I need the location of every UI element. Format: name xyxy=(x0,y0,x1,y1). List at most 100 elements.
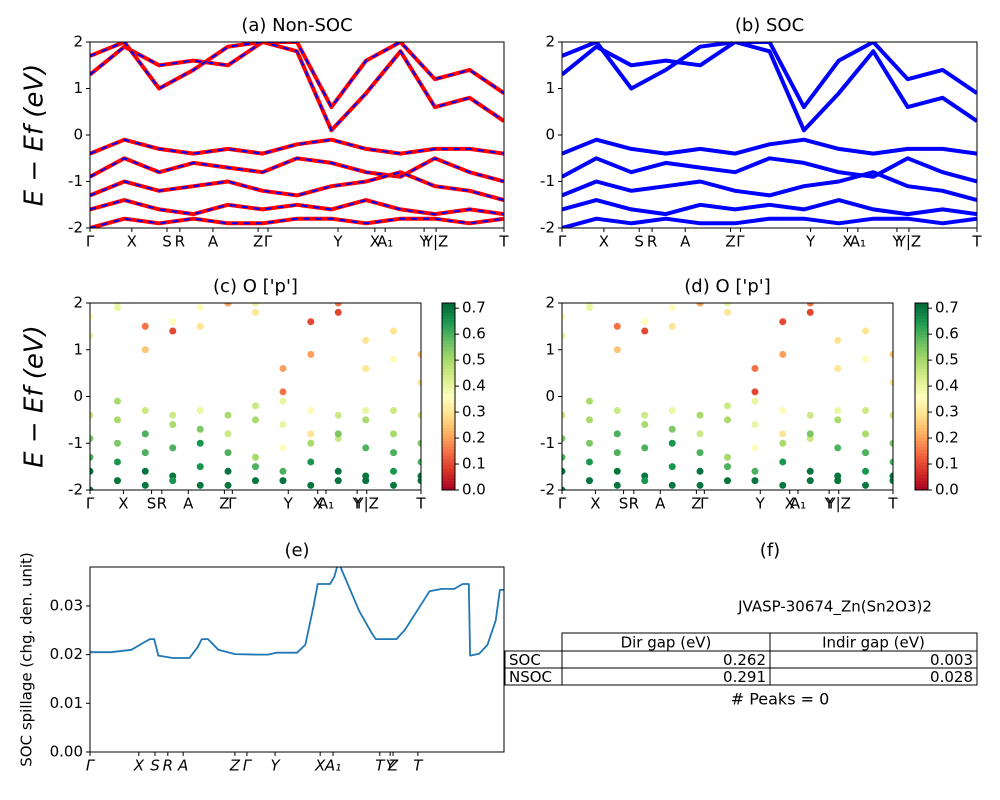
band-line xyxy=(90,42,504,110)
weighted-point xyxy=(224,411,232,419)
weighted-point xyxy=(585,439,593,447)
colorbar-tick-label: 0.2 xyxy=(935,429,959,447)
x-tick-label: X xyxy=(842,233,852,251)
colorbar-slice xyxy=(915,393,928,397)
colorbar-slice xyxy=(915,365,928,369)
weighted-point xyxy=(724,308,731,316)
y-tick-label: 1 xyxy=(73,79,83,97)
x-tick-label: Y|Z xyxy=(825,495,851,513)
weighted-point xyxy=(307,430,315,438)
colorbar-slice xyxy=(442,415,455,419)
y-tick-label: 0.00 xyxy=(50,743,83,761)
weighted-point xyxy=(696,467,704,475)
colorbar-slice xyxy=(442,465,455,469)
x-tick-label: S xyxy=(150,757,160,775)
colorbar-slice xyxy=(915,384,928,388)
y-tick-label: 1 xyxy=(545,79,555,97)
weighted-point xyxy=(307,407,315,415)
weighted-point xyxy=(141,449,149,457)
colorbar-slice xyxy=(442,315,455,320)
colorbar-slice xyxy=(442,402,455,407)
x-tick-label: A₁ xyxy=(850,233,866,251)
weighted-point xyxy=(252,303,259,307)
weighted-point xyxy=(90,486,94,490)
x-tick-label: T xyxy=(375,757,386,775)
axes-frame xyxy=(89,566,505,753)
band-line xyxy=(90,156,504,184)
colorbar-slice xyxy=(915,402,928,407)
colorbar-slice xyxy=(442,359,455,363)
band-line xyxy=(562,42,977,133)
weighted-point xyxy=(724,477,731,485)
y-tick-label: 0 xyxy=(545,126,555,144)
weighted-point xyxy=(834,444,842,452)
colorbar-slice xyxy=(915,455,928,460)
x-tick-label: X xyxy=(785,495,795,513)
weighted-point xyxy=(196,304,204,312)
x-tick-label: A xyxy=(183,495,194,513)
colorbar-tick-label: 0.5 xyxy=(462,351,486,369)
x-tick-label: A₁ xyxy=(377,233,393,251)
weighted-point xyxy=(613,346,621,354)
weighted-point xyxy=(279,397,287,405)
colorbar-slice xyxy=(442,483,455,488)
x-tick-label: A₁ xyxy=(318,495,334,513)
colorbar-slice xyxy=(915,390,928,394)
y-tick-label: 2 xyxy=(545,33,555,51)
weighted-point xyxy=(279,388,287,396)
colorbar-slice xyxy=(915,483,928,488)
x-tick-label: X xyxy=(313,495,323,513)
colorbar-frame xyxy=(914,302,929,491)
colorbar-slice xyxy=(442,337,455,341)
weighted-point xyxy=(196,322,204,330)
weighted-point xyxy=(141,322,149,330)
weighted-point xyxy=(169,318,177,326)
y-axis-label: E − Ef (eV) xyxy=(20,64,50,207)
colorbar-slice xyxy=(915,418,928,422)
weighted-point xyxy=(279,467,287,475)
panel-title: (e) xyxy=(284,540,309,561)
x-tick-label: S xyxy=(619,495,629,513)
colorbar-slice xyxy=(442,468,455,472)
x-tick-label: A xyxy=(177,757,188,775)
colorbar-slice xyxy=(442,430,455,435)
y-tick-label: 2 xyxy=(73,294,83,312)
weighted-point xyxy=(113,416,121,424)
y-tick-label: 2 xyxy=(545,294,555,312)
weighted-point xyxy=(889,439,893,447)
colorbar-slice xyxy=(442,368,455,373)
colorbar-slice xyxy=(915,368,928,373)
colorbar-slice xyxy=(915,465,928,469)
colorbar-slice xyxy=(915,458,928,463)
weighted-point xyxy=(641,411,649,419)
colorbar-slice xyxy=(915,461,928,466)
weighted-point xyxy=(613,407,621,415)
weighted-point xyxy=(585,303,593,307)
panel-title: (c) O ['p'] xyxy=(213,276,298,297)
weighted-point xyxy=(585,397,593,405)
colorbar-tick-label: 0.3 xyxy=(935,403,959,421)
weighted-point xyxy=(224,481,232,489)
table-value: 0.003 xyxy=(930,651,973,669)
weighted-point xyxy=(641,477,649,485)
weighted-point xyxy=(862,407,870,415)
weighted-point xyxy=(889,378,893,386)
weighted-point xyxy=(562,467,566,475)
x-tick-label: R xyxy=(629,495,639,513)
weighted-point xyxy=(307,458,315,466)
y-tick-label: -2 xyxy=(540,481,555,499)
band-line xyxy=(562,170,977,203)
weighted-point xyxy=(390,355,398,363)
x-tick-label: Γ xyxy=(736,233,745,251)
colorbar-slice xyxy=(442,443,455,447)
weighted-point xyxy=(779,430,787,438)
weighted-point xyxy=(362,336,370,344)
colorbar-tick-label: 0.2 xyxy=(462,429,486,447)
weighted-point xyxy=(362,444,370,452)
weighted-point xyxy=(169,421,177,429)
weighted-point xyxy=(834,336,842,344)
weighted-point xyxy=(696,481,704,489)
row-label: SOC xyxy=(509,651,541,669)
colorbar-slice xyxy=(915,437,928,441)
weighted-point xyxy=(806,303,814,307)
